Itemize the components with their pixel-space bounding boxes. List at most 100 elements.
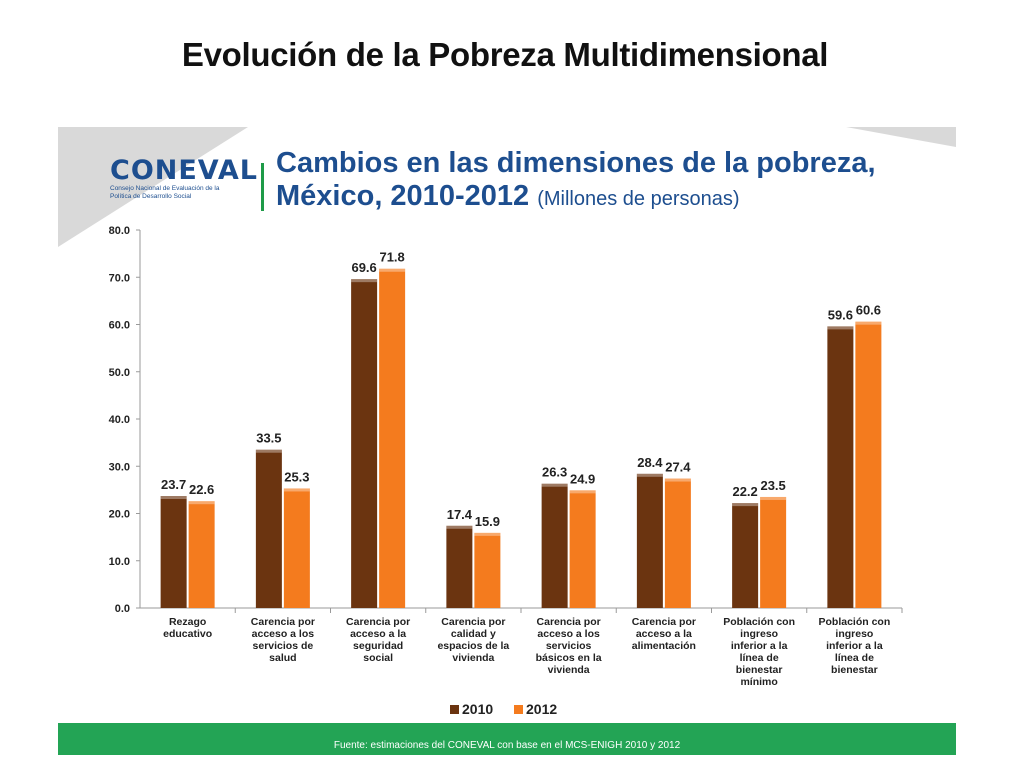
bar-2012 <box>760 496 787 608</box>
category-label: Carencia por <box>537 616 601 628</box>
category-label: bienestar <box>831 664 878 676</box>
category-label: línea de <box>740 652 779 664</box>
logo-divider <box>261 163 264 211</box>
bar-2010 <box>732 503 759 608</box>
category-label: alimentación <box>632 640 696 652</box>
bar-highlight <box>569 490 596 494</box>
category-label: Carencia por <box>346 616 410 628</box>
chart-panel: CONEVAL Consejo Nacional de Evaluación d… <box>58 127 956 755</box>
legend-label: 2012 <box>526 701 557 717</box>
source-bar <box>58 723 956 755</box>
legend-label: 2010 <box>462 701 493 717</box>
bar-2012 <box>283 488 310 608</box>
data-label: 17.4 <box>447 507 473 522</box>
category-label: mínimo <box>740 676 777 688</box>
category-label: social <box>363 652 393 664</box>
data-label: 23.7 <box>161 477 186 492</box>
bar-highlight <box>541 483 568 487</box>
bar-chart: 0.010.020.030.040.050.060.070.080.023.7 2… <box>109 225 903 717</box>
category-label: educativo <box>163 628 212 640</box>
y-tick-label: 80.0 <box>109 225 130 237</box>
chart-title: Cambios en las dimensiones de la pobreza… <box>276 147 876 216</box>
category-label: vivienda <box>452 652 494 664</box>
y-tick-label: 10.0 <box>109 556 130 568</box>
chart-title-line1: Cambios en las dimensiones de la pobreza… <box>276 147 876 179</box>
bar-2012 <box>855 321 882 608</box>
category-label: bienestar <box>736 664 783 676</box>
data-label: 23.5 <box>760 478 785 493</box>
category-label: acceso a los <box>537 628 600 640</box>
bar-2012 <box>474 532 501 608</box>
chart-title-line2: México, 2010-2012 (Millones de personas) <box>276 180 876 216</box>
bar-2012 <box>188 501 215 608</box>
category-label: básicos en la <box>536 652 602 664</box>
bar-2010 <box>160 496 187 608</box>
bar-highlight <box>188 501 215 505</box>
category-label: Carencia por <box>251 616 315 628</box>
bar-2010 <box>446 525 473 608</box>
y-tick-label: 70.0 <box>109 272 130 284</box>
y-tick-label: 0.0 <box>115 603 130 615</box>
bar-highlight <box>255 449 282 453</box>
data-label: 59.6 <box>828 307 853 322</box>
chart-title-unit: (Millones de personas) <box>537 188 740 210</box>
bar-highlight <box>760 496 787 500</box>
bar-2010 <box>541 483 568 608</box>
category-label: Población con <box>818 616 890 628</box>
data-label: 22.2 <box>732 484 757 499</box>
data-label: 27.4 <box>665 460 691 475</box>
category-label: inferior a la <box>826 640 883 652</box>
data-label: 28.4 <box>637 455 663 470</box>
category-label: línea de <box>835 652 874 664</box>
legend-swatch-2010 <box>450 705 459 714</box>
category-label: ingreso <box>835 628 873 640</box>
bar-2010 <box>636 473 663 608</box>
chart-title-years: México, 2010-2012 <box>276 180 530 212</box>
y-tick-label: 30.0 <box>109 461 130 473</box>
bar-highlight <box>446 525 473 529</box>
category-label: calidad y <box>451 628 496 640</box>
decorative-corner <box>846 127 956 147</box>
data-label: 24.9 <box>570 471 595 486</box>
bar-2012 <box>379 268 406 608</box>
bar-highlight <box>664 478 691 482</box>
category-label: Población con <box>723 616 795 628</box>
y-tick-label: 20.0 <box>109 509 130 521</box>
category-label: salud <box>269 652 296 664</box>
data-label: 15.9 <box>475 514 500 529</box>
category-label: inferior a la <box>731 640 788 652</box>
data-label: 71.8 <box>379 250 404 265</box>
data-label: 26.3 <box>542 465 567 480</box>
data-label: 33.5 <box>256 431 281 446</box>
bar-highlight <box>855 321 882 325</box>
legend-swatch-2012 <box>514 705 523 714</box>
category-label: servicios <box>546 640 592 652</box>
decorative-corner <box>58 127 248 247</box>
bar-2012 <box>664 478 691 608</box>
category-label: ingreso <box>740 628 778 640</box>
logo-wordmark: CONEVAL <box>110 155 258 186</box>
bar-highlight <box>160 496 187 500</box>
bar-highlight <box>827 326 854 330</box>
category-label: Carencia por <box>441 616 505 628</box>
category-label: acceso a la <box>636 628 692 640</box>
bar-highlight <box>636 473 663 477</box>
source-note: Fuente: estimaciones del CONEVAL con bas… <box>333 740 681 751</box>
y-tick-label: 60.0 <box>109 320 130 332</box>
bar-highlight <box>351 279 378 283</box>
bar-2012 <box>569 490 596 608</box>
logo-subtitle: Consejo Nacional de Evaluación de la Pol… <box>110 185 220 200</box>
y-tick-label: 50.0 <box>109 367 130 379</box>
category-label: servicios de <box>253 640 314 652</box>
bar-highlight <box>283 488 310 492</box>
bar-2010 <box>255 449 282 608</box>
category-label: Carencia por <box>632 616 696 628</box>
bar-2010 <box>827 326 854 608</box>
bar-highlight <box>732 503 759 507</box>
data-label: 22.6 <box>189 482 214 497</box>
bar-highlight <box>474 532 501 536</box>
y-tick-label: 40.0 <box>109 414 130 426</box>
category-label: seguridad <box>353 640 403 652</box>
slide-title: Evolución de la Pobreza Multidimensional <box>181 36 829 73</box>
bar-highlight <box>379 268 406 272</box>
